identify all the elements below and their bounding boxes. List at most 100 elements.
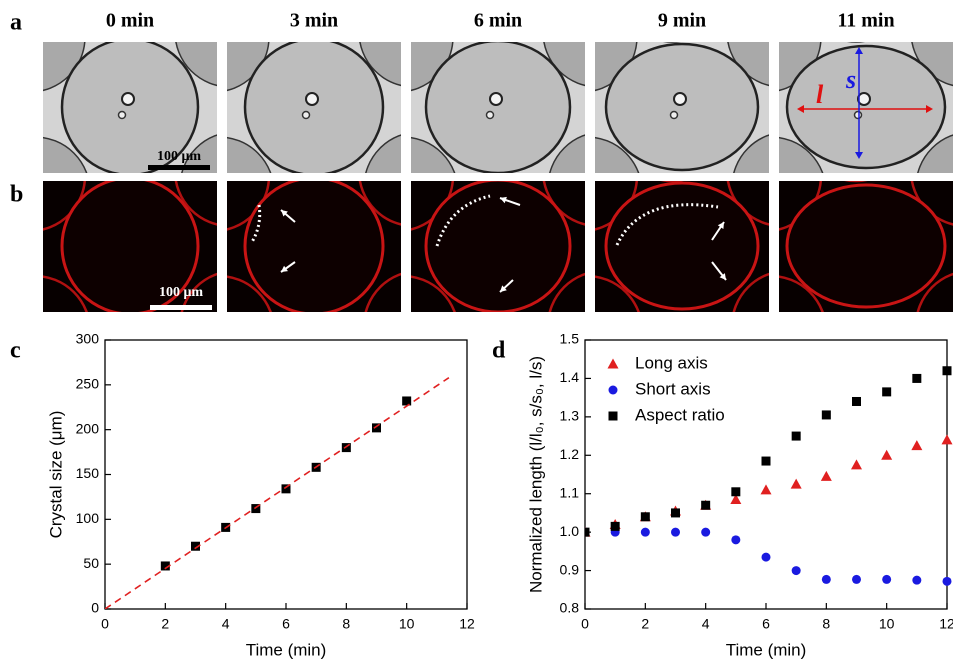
droplet xyxy=(604,181,760,311)
neighbor-droplet xyxy=(175,42,217,87)
droplet-core xyxy=(857,92,871,106)
plot-area xyxy=(105,376,450,609)
marker xyxy=(671,527,680,537)
neighbor-droplet xyxy=(227,136,272,173)
neighbor-droplet xyxy=(733,134,769,173)
droplet xyxy=(424,181,572,312)
time-label: 0 min xyxy=(106,10,154,32)
marker xyxy=(912,575,922,585)
axis-annotation: s xyxy=(845,65,856,94)
droplet xyxy=(424,42,572,173)
y-tick-label: 150 xyxy=(76,465,100,481)
scale-label: 100 μm xyxy=(159,285,203,300)
droplet xyxy=(785,44,947,170)
y-tick-label: 1.0 xyxy=(560,523,580,539)
y-tick-label: 1.4 xyxy=(560,369,580,385)
marker xyxy=(851,459,862,470)
marker xyxy=(911,440,923,451)
chart: 0 2 4 6 8 10 12 0.8 0.9 1.0 1.1 1.2 1.3 1.4 1.5 Time (m… xyxy=(526,331,953,660)
x-tick-label: 2 xyxy=(641,616,649,632)
y-axis-label: Crystal size (μm) xyxy=(46,411,65,539)
legend-marker xyxy=(608,411,618,421)
droplet-core xyxy=(305,92,319,106)
marker xyxy=(882,574,892,584)
micrograph xyxy=(227,181,401,312)
marker xyxy=(372,423,381,433)
x-tick-label: 10 xyxy=(879,616,895,632)
legend-marker xyxy=(608,385,618,395)
marker xyxy=(790,478,802,489)
neighbor-droplet xyxy=(917,134,953,173)
marker xyxy=(191,541,200,551)
neighbor-droplet xyxy=(43,42,86,92)
droplet-core xyxy=(853,110,863,120)
neighbor-droplet xyxy=(543,42,585,87)
marker xyxy=(701,527,711,537)
scale-label: 100 μm xyxy=(157,149,201,164)
y-tick-label: 0.9 xyxy=(560,561,580,577)
scale-bar xyxy=(150,305,212,310)
marker xyxy=(640,512,650,522)
marker xyxy=(761,552,771,562)
marker xyxy=(402,396,412,406)
time-label: 6 min xyxy=(474,10,522,32)
arrow-head xyxy=(281,265,288,272)
x-axis-label: Time (min) xyxy=(246,640,327,659)
marker xyxy=(791,566,801,576)
neighbor-droplet xyxy=(727,42,769,87)
droplet-core xyxy=(485,110,495,120)
legend-label: Aspect ratio xyxy=(635,405,725,424)
y-tick-label: 300 xyxy=(76,331,100,347)
marker xyxy=(821,410,831,420)
arrow-head xyxy=(717,222,724,229)
x-tick-label: 0 xyxy=(101,616,109,632)
y-tick-label: 1.1 xyxy=(560,484,580,500)
marker xyxy=(160,561,170,571)
neighbor-droplet xyxy=(779,42,822,92)
legend-marker xyxy=(607,358,619,369)
time-label: 11 min xyxy=(837,10,894,32)
marker xyxy=(671,508,680,518)
crystal-front xyxy=(250,204,262,243)
y-axis-label: Normalized length (l/l₀, s/s₀, l/s) xyxy=(526,356,545,593)
marker xyxy=(640,527,650,537)
micrograph xyxy=(779,42,953,173)
x-tick-label: 0 xyxy=(581,616,589,632)
marker xyxy=(730,493,742,504)
marker xyxy=(761,456,771,466)
droplet xyxy=(60,181,200,312)
droplet-core xyxy=(669,110,679,120)
marker xyxy=(731,535,741,545)
plot-frame xyxy=(104,339,468,610)
droplet xyxy=(785,183,947,309)
panel-label: d xyxy=(492,338,506,364)
droplet xyxy=(243,42,385,173)
x-axis-label: Time (min) xyxy=(726,640,807,659)
y-tick-label: 200 xyxy=(76,420,100,436)
arrow-head xyxy=(719,273,726,280)
micrograph xyxy=(411,42,585,173)
chart: 0 2 4 6 8 10 12 0 50 100 150 200 250 300 Time (min) Cry… xyxy=(46,331,475,660)
marker xyxy=(852,396,861,406)
x-tick-label: 6 xyxy=(282,616,290,632)
arrow-head xyxy=(500,285,507,292)
neighbor-droplet xyxy=(911,42,953,87)
marker xyxy=(852,574,861,584)
y-tick-label: 1.2 xyxy=(560,446,580,462)
panel-label: c xyxy=(10,338,21,364)
droplet-core xyxy=(121,92,135,106)
arrow-head xyxy=(281,210,288,217)
fit-line xyxy=(105,376,450,609)
droplet-core xyxy=(301,110,311,120)
marker xyxy=(791,431,801,441)
droplet xyxy=(60,42,200,173)
y-tick-label: 0.8 xyxy=(560,600,580,616)
plot-frame xyxy=(584,339,948,610)
x-tick-label: 8 xyxy=(342,616,350,632)
droplet xyxy=(243,181,385,312)
panel-label: b xyxy=(10,182,23,208)
droplet-core xyxy=(117,110,127,120)
micrograph xyxy=(43,42,217,173)
